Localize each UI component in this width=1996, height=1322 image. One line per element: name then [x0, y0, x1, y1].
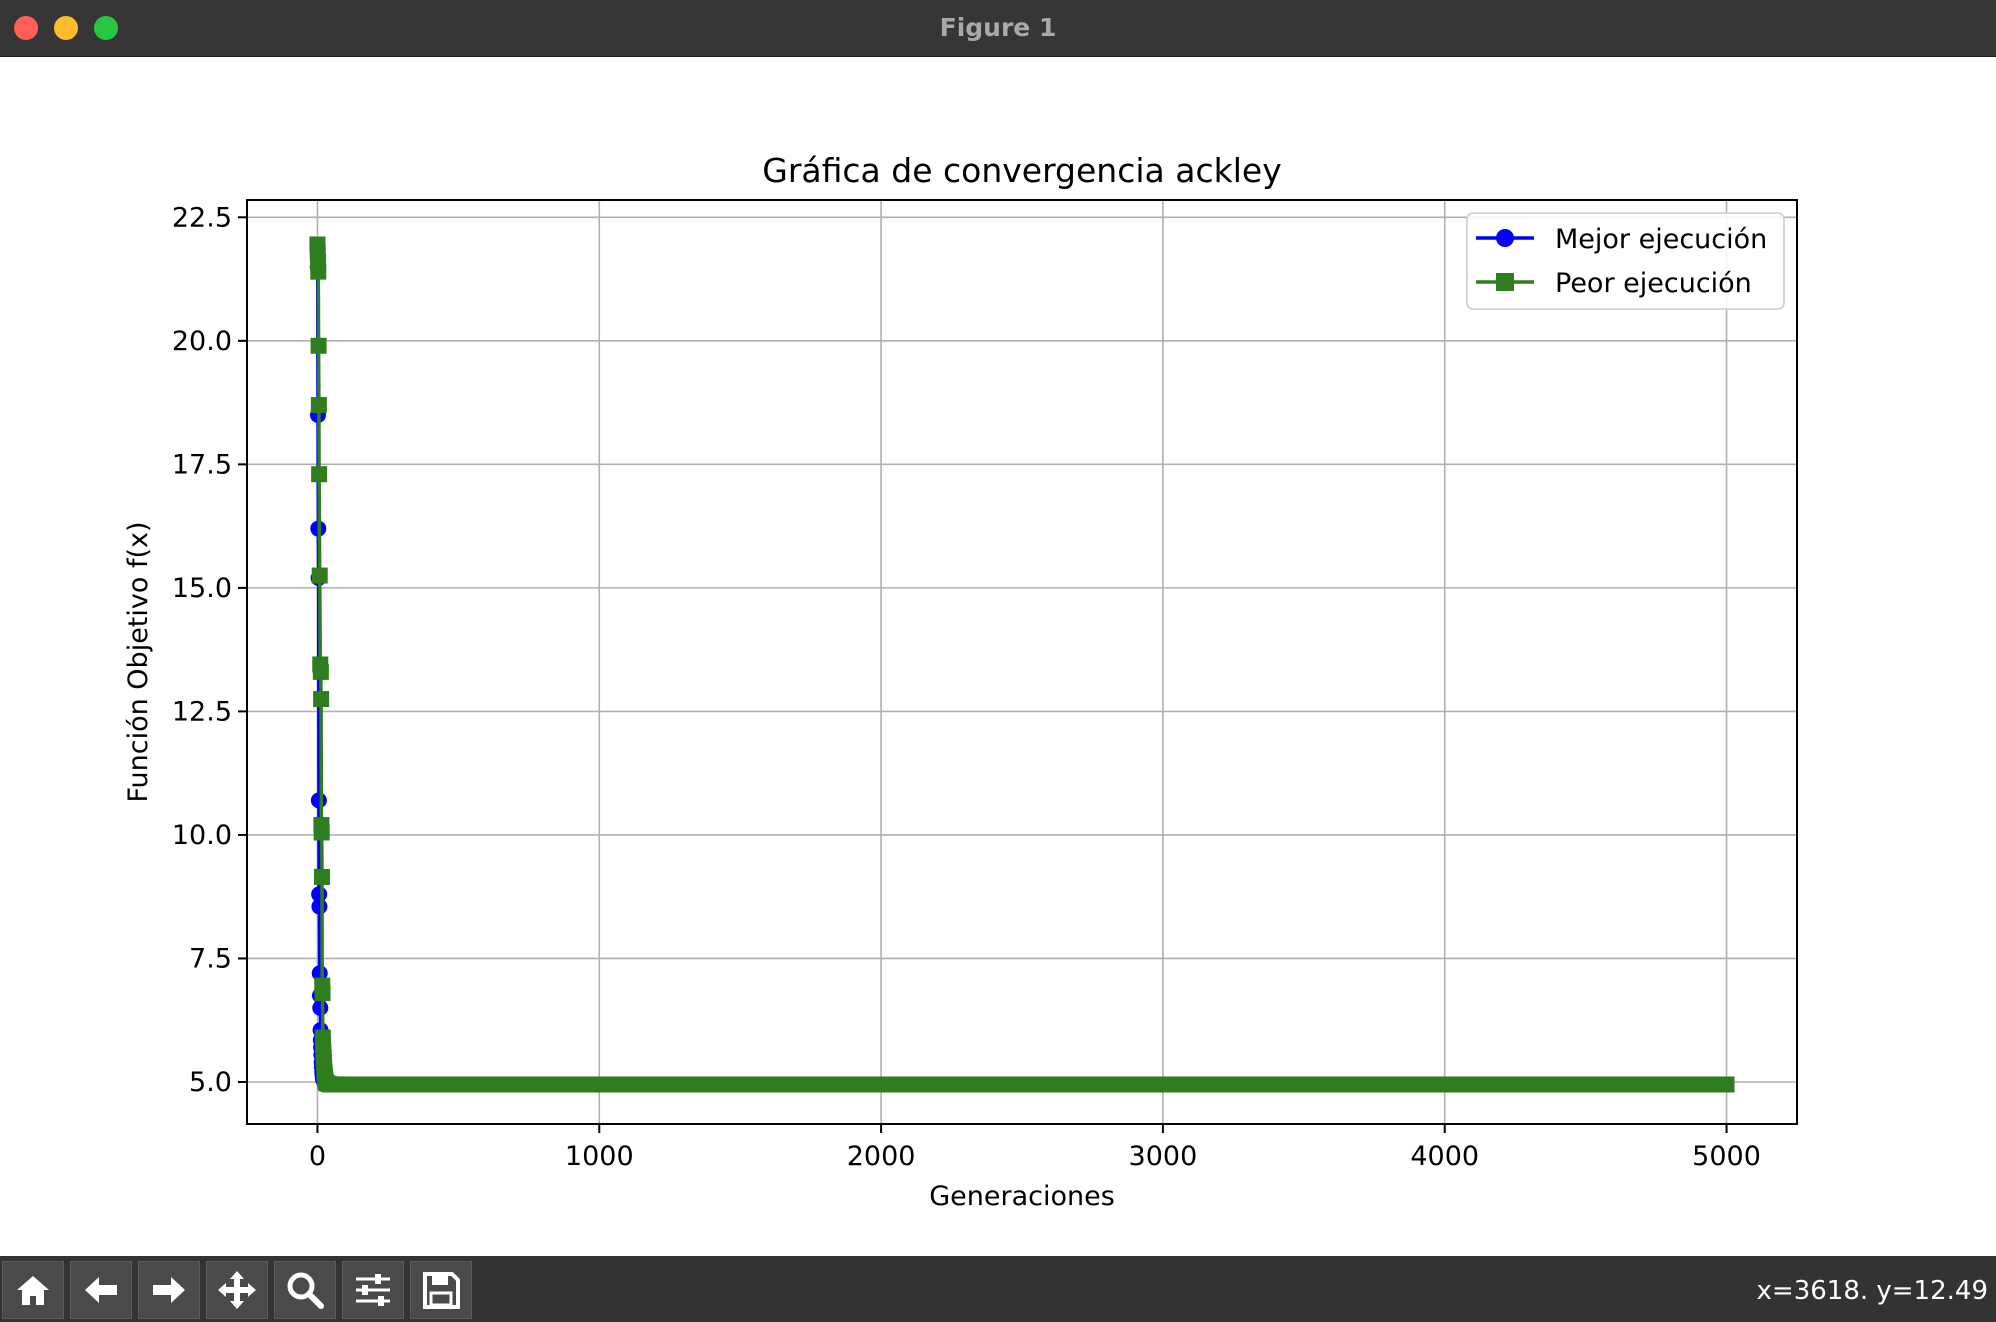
- legend: Mejor ejecución Peor ejecución: [1466, 212, 1785, 310]
- figure-canvas[interactable]: 0 1000 2000 3000 4000 5000 5.0 7.5 10.0 12.5 15.0 1…: [0, 57, 1996, 1255]
- series-2-point: [314, 985, 331, 1002]
- window-titlebar: Figure 1: [0, 0, 1996, 57]
- legend-marker-1: [1496, 229, 1514, 247]
- window-title: Figure 1: [939, 13, 1057, 42]
- close-button[interactable]: [14, 16, 38, 40]
- y-tick-label: 20.0: [172, 326, 232, 357]
- zoom-button[interactable]: [274, 1261, 336, 1319]
- forward-button[interactable]: [138, 1261, 200, 1319]
- plot-frame: [246, 199, 1798, 1125]
- legend-marker-2: [1496, 273, 1514, 291]
- configure-subplots-button[interactable]: [342, 1261, 404, 1319]
- pan-button[interactable]: [206, 1261, 268, 1319]
- y-axis-label: Función Objetivo f(x): [123, 521, 154, 802]
- series-2-point: [311, 567, 328, 584]
- home-icon: [17, 1276, 49, 1305]
- series-2-point: [313, 824, 330, 841]
- series-2-point: [310, 397, 327, 414]
- legend-box: [1466, 212, 1785, 310]
- y-tick-label: 17.5: [172, 449, 232, 480]
- series-1-point: [310, 792, 327, 809]
- y-tick-label: 10.0: [172, 820, 232, 851]
- series-2-point: [313, 691, 330, 708]
- x-axis-label: Generaciones: [929, 1181, 1115, 1212]
- chart-title: Gráfica de convergencia ackley: [762, 151, 1281, 190]
- magnifier-icon: [287, 1272, 324, 1309]
- floppy-icon: [423, 1272, 460, 1309]
- x-tick-label: 5000: [1692, 1141, 1761, 1172]
- cursor-coordinates: x=3618. y=12.49: [1756, 1276, 1988, 1306]
- y-tick-label: 7.5: [189, 943, 232, 974]
- x-tick-label: 3000: [1129, 1141, 1198, 1172]
- x-tick-label: 1000: [565, 1141, 634, 1172]
- zoom-button[interactable]: [94, 16, 118, 40]
- back-button[interactable]: [70, 1261, 132, 1319]
- series-2-point: [337, 1076, 354, 1093]
- sliders-icon: [356, 1274, 390, 1306]
- x-tick-label: 0: [309, 1141, 326, 1172]
- series-2-point: [310, 337, 327, 354]
- move-icon: [218, 1271, 256, 1309]
- plot-series-group: [309, 236, 1735, 1093]
- x-tick-label: 4000: [1410, 1141, 1479, 1172]
- x-tick-label: 2000: [847, 1141, 916, 1172]
- y-tick-label: 5.0: [189, 1067, 232, 1098]
- minimize-button[interactable]: [54, 16, 78, 40]
- series-1-point: [312, 999, 329, 1016]
- series-2-point: [310, 263, 327, 280]
- series-2-point: [312, 663, 329, 680]
- legend-label-1: Mejor ejecución: [1555, 224, 1767, 255]
- home-button[interactable]: [2, 1261, 64, 1319]
- convergence-chart[interactable]: 0 1000 2000 3000 4000 5000 5.0 7.5 10.0 12.5 15.0 1…: [0, 57, 1996, 1255]
- y-tick-label: 22.5: [172, 202, 232, 233]
- legend-label-2: Peor ejecución: [1555, 268, 1752, 299]
- y-tick-label: 12.5: [172, 696, 232, 727]
- series-2-point: [311, 466, 328, 483]
- series-2-point: [1718, 1076, 1735, 1093]
- y-tick-label: 15.0: [172, 573, 232, 604]
- arrow-left-icon: [85, 1277, 117, 1303]
- navigation-toolbar: [0, 1256, 1996, 1322]
- arrow-right-icon: [153, 1277, 185, 1303]
- series-1-point: [311, 898, 328, 915]
- series-2-point: [313, 868, 330, 885]
- save-button[interactable]: [410, 1261, 472, 1319]
